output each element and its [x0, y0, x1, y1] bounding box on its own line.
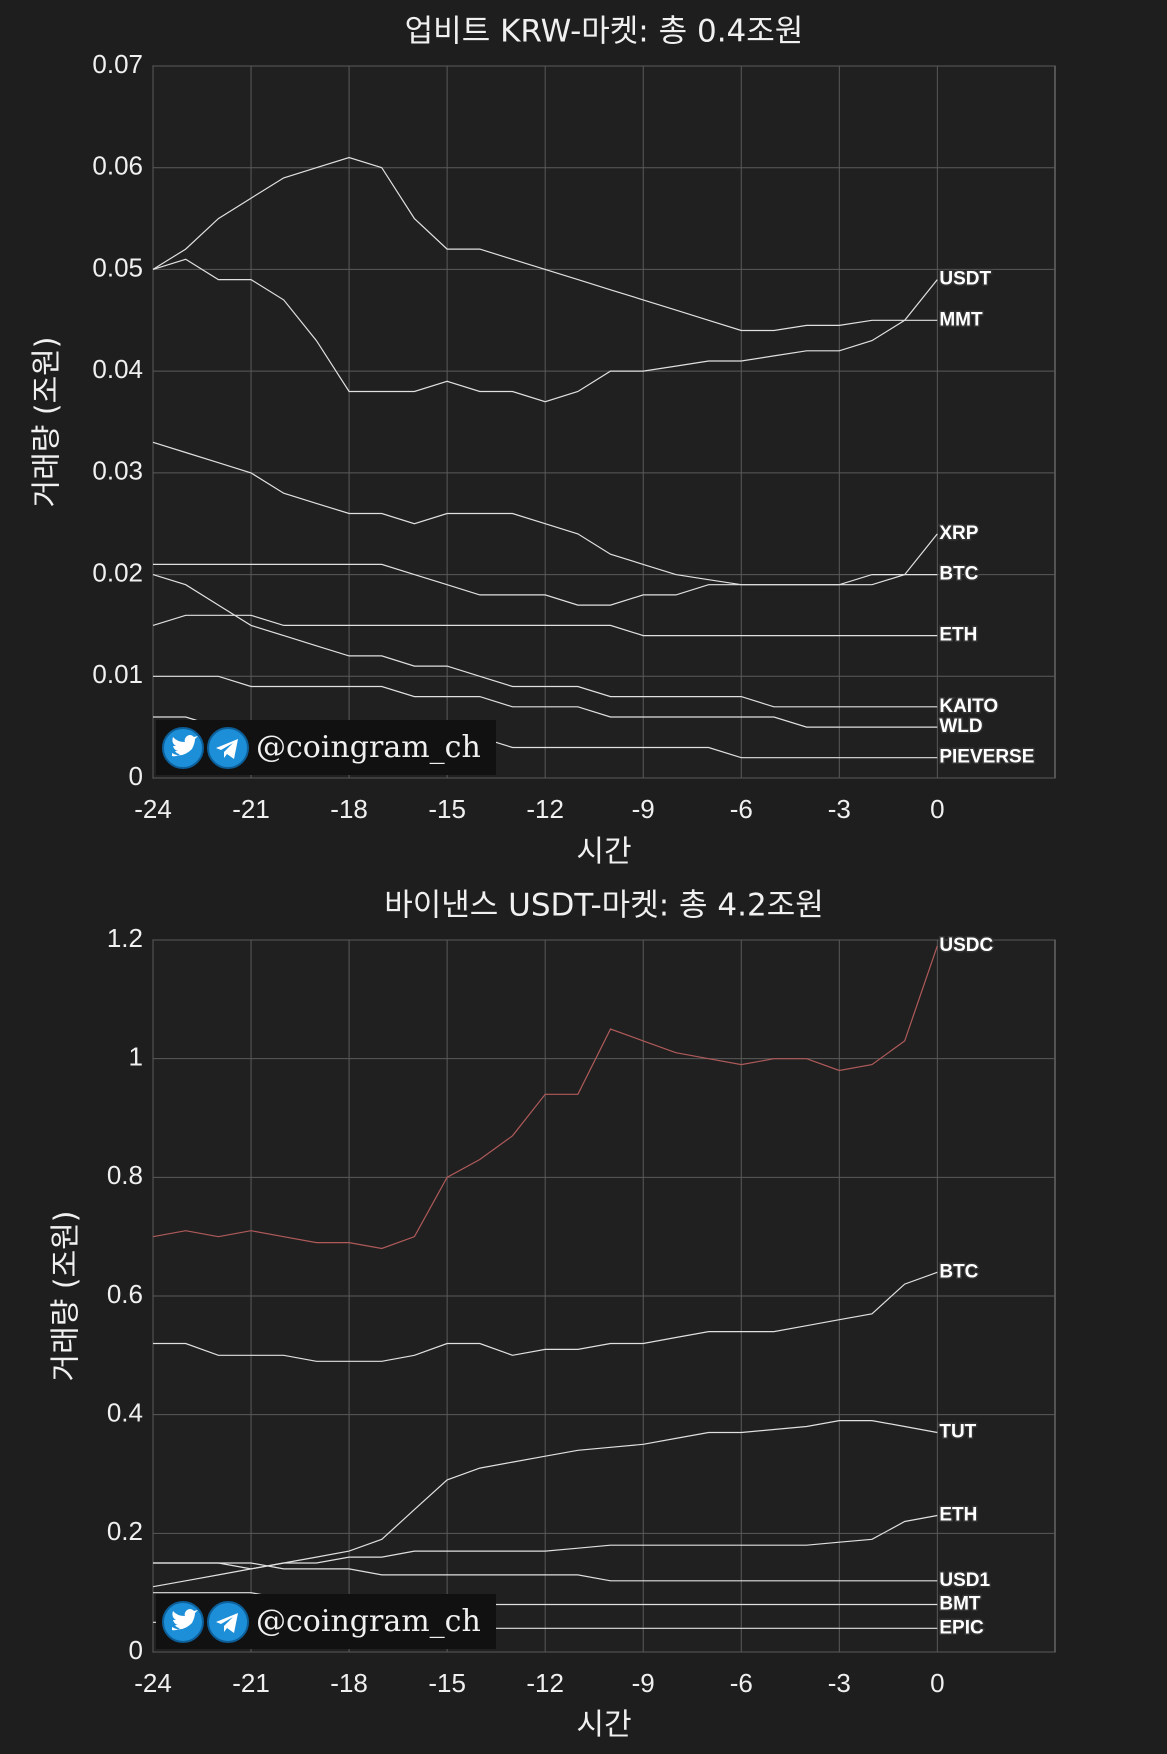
y-tick-label: 0 [129, 1635, 143, 1665]
x-tick-label: -21 [232, 1668, 270, 1698]
y-tick-label: 1.2 [107, 923, 143, 953]
series-line [152, 574, 938, 708]
telegram-plane [216, 1613, 238, 1633]
x-tick-label: -21 [232, 794, 270, 824]
series-label: XRP [939, 523, 978, 544]
y-tick-label: 0 [129, 761, 143, 791]
y-axis-label: 거래량 (조원) [49, 1211, 84, 1382]
x-tick-label: -3 [828, 1668, 851, 1698]
x-tick-label: -9 [632, 1668, 655, 1698]
series-label: MMT [939, 309, 983, 330]
x-tick-label: -18 [330, 1668, 368, 1698]
y-axis-label: 거래량 (조원) [30, 337, 65, 508]
x-tick-label: -12 [526, 794, 564, 824]
y-tick-label: 0.01 [92, 659, 143, 689]
watermark: @coingram_ch [256, 1604, 481, 1639]
series-label: ETH [939, 625, 977, 646]
x-tick-label: -6 [730, 1668, 753, 1698]
x-tick-label: 0 [930, 1668, 944, 1698]
y-tick-label: 0.6 [107, 1279, 143, 1309]
x-tick-label: -6 [730, 794, 753, 824]
series-label: USDT [939, 269, 991, 290]
series-label: TUT [939, 1421, 976, 1442]
series-line [153, 675, 938, 728]
series-line [153, 1271, 938, 1362]
y-tick-label: 0.04 [92, 354, 143, 384]
series-label: WLD [939, 716, 982, 737]
chart-title: 바이낸스 USDT-마켓: 총 4.2조원 [384, 888, 824, 924]
y-tick-label: 0.2 [107, 1516, 143, 1546]
chart-title: 업비트 KRW-마켓: 총 0.4조원 [405, 14, 804, 50]
x-tick-label: -12 [526, 1668, 564, 1698]
y-tick-label: 0.8 [107, 1160, 143, 1190]
plot-area [152, 65, 1056, 779]
series-line [152, 614, 938, 637]
series-line [153, 1514, 938, 1570]
series-label: PIEVERSE [939, 747, 1034, 768]
series-line [152, 945, 938, 1250]
x-tick-label: -9 [632, 794, 655, 824]
y-tick-label: 0.02 [92, 557, 143, 587]
series-label: BTC [939, 564, 978, 585]
series-label: BTC [939, 1261, 978, 1282]
twitter-bird [172, 1609, 198, 1631]
x-tick-label: -3 [828, 794, 851, 824]
telegram-plane [216, 739, 238, 759]
x-axis-label: 시간 [576, 835, 631, 870]
series-line [152, 156, 938, 332]
y-tick-label: 0.03 [92, 456, 143, 486]
series-label: USD1 [939, 1570, 990, 1591]
series-label: USDC [939, 935, 993, 956]
y-tick-label: 1 [129, 1042, 143, 1072]
x-tick-label: -18 [330, 794, 368, 824]
x-tick-label: -24 [134, 1668, 172, 1698]
series-label: BMT [939, 1594, 981, 1615]
series-label: EPIC [939, 1617, 984, 1638]
series-line [153, 563, 938, 606]
series-label: ETH [939, 1505, 977, 1526]
series-line [152, 258, 938, 403]
twitter-bird [172, 735, 198, 757]
y-tick-label: 0.06 [92, 151, 143, 181]
series-line [153, 1562, 938, 1582]
y-tick-label: 0.07 [92, 49, 143, 79]
x-tick-label: -15 [428, 794, 466, 824]
x-tick-label: 0 [930, 794, 944, 824]
x-tick-label: -15 [428, 1668, 466, 1698]
series-label: KAITO [939, 696, 998, 717]
x-axis-label: 시간 [576, 1708, 631, 1743]
x-tick-label: -24 [134, 794, 172, 824]
y-tick-label: 0.05 [92, 252, 143, 282]
watermark: @coingram_ch [256, 730, 481, 765]
y-tick-label: 0.4 [107, 1398, 143, 1428]
